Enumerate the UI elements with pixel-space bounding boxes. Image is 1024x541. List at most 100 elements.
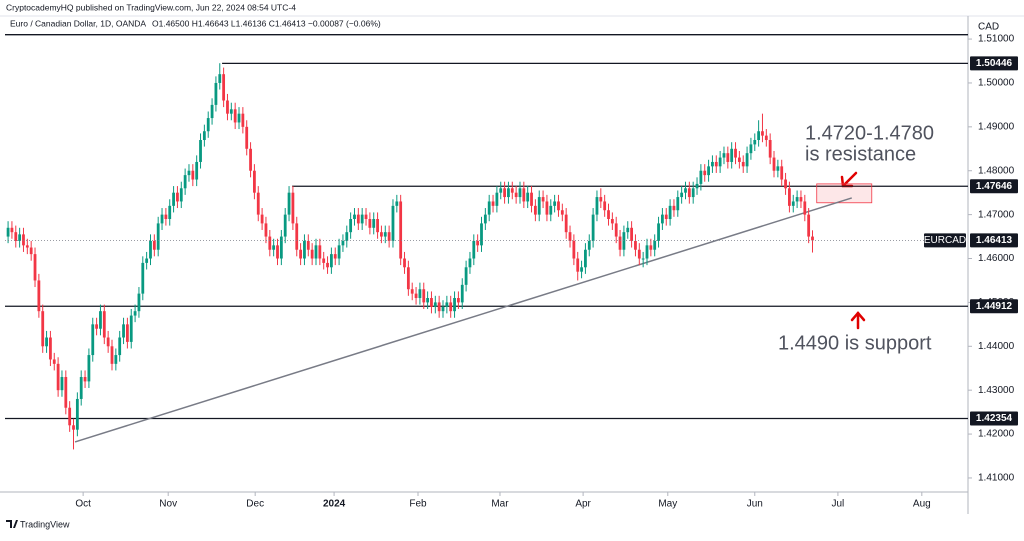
candle-body xyxy=(376,219,379,233)
x-tick-label: Apr xyxy=(575,499,591,510)
candle-body xyxy=(410,289,414,294)
candle-body xyxy=(322,258,326,263)
candle-body xyxy=(37,280,41,312)
candle-body xyxy=(349,219,353,233)
candle-body xyxy=(387,232,391,241)
candle-body xyxy=(788,188,791,206)
candle-body xyxy=(72,425,75,430)
candle-body xyxy=(730,148,734,162)
candle-body xyxy=(514,192,518,198)
candle-body xyxy=(545,201,549,215)
candle-body xyxy=(703,170,707,176)
candle-body xyxy=(799,197,803,202)
footer: TradingView xyxy=(20,519,70,529)
candle-body xyxy=(25,245,29,248)
candle-body xyxy=(711,161,714,167)
candle-body xyxy=(630,227,634,241)
candle-body xyxy=(141,262,145,294)
footer-logo: TradingView xyxy=(6,519,70,529)
candle-body xyxy=(345,232,349,241)
candle-body xyxy=(68,407,72,426)
last-price-box xyxy=(970,233,1018,248)
y-tick-label: 1.48000 xyxy=(978,165,1015,176)
candle-body xyxy=(276,245,279,259)
candle-body xyxy=(776,166,780,171)
x-tick-label: 2024 xyxy=(323,499,346,510)
candle-body xyxy=(229,109,233,114)
candle-body xyxy=(6,227,10,237)
candle-body xyxy=(537,197,541,215)
candle-body xyxy=(549,205,553,215)
level-label-box xyxy=(970,299,1018,314)
candle-body xyxy=(430,298,433,307)
candle-body xyxy=(137,293,141,312)
candle-body xyxy=(645,245,649,259)
candle-body xyxy=(222,74,226,101)
candle-body xyxy=(206,118,210,132)
y-tick-label: 1.44000 xyxy=(978,341,1015,352)
candle-body xyxy=(226,100,229,114)
candle-body xyxy=(533,205,537,215)
candle-body xyxy=(587,240,591,250)
candle-body xyxy=(202,131,206,141)
candle-body xyxy=(568,232,572,241)
candle-body xyxy=(660,214,664,224)
candle-body xyxy=(626,227,630,233)
candle-body xyxy=(395,201,399,206)
candle-body xyxy=(714,161,718,167)
candle-body xyxy=(291,192,295,224)
candle-body xyxy=(418,289,422,299)
candle-body xyxy=(757,131,761,141)
ohlc-text: O1.46500 H1.46643 L1.46136 C1.46413 −0.0… xyxy=(152,18,381,28)
candle-body xyxy=(64,377,68,408)
x-tick-label: Oct xyxy=(75,499,91,510)
annotation: 1.4720-1.4780 xyxy=(805,122,934,144)
candle-body xyxy=(156,223,160,250)
candle-body xyxy=(326,262,329,268)
y-tick-label: 1.51000 xyxy=(978,34,1015,45)
candle-body xyxy=(603,201,607,211)
candle-body xyxy=(399,201,403,259)
candle-body xyxy=(584,249,587,268)
symbol-label-box xyxy=(924,233,966,248)
candle-body xyxy=(453,298,456,312)
x-tick-label: Mar xyxy=(491,499,509,510)
candle-body xyxy=(772,157,776,171)
level-label: 1.50446 xyxy=(976,58,1013,69)
resistance-zone xyxy=(816,183,873,204)
candle-body xyxy=(356,214,360,224)
candle-body xyxy=(449,302,453,312)
candle-body xyxy=(95,324,99,329)
candle-body xyxy=(160,214,164,224)
candle-body xyxy=(383,232,387,237)
candle-body xyxy=(364,214,368,220)
candle-body xyxy=(707,166,710,176)
candle-body xyxy=(333,254,337,259)
y-tick-label: 1.41000 xyxy=(978,473,1015,484)
candle-body xyxy=(672,205,676,211)
candle-body xyxy=(510,188,514,193)
candle-body xyxy=(803,201,807,215)
candle-body xyxy=(610,219,614,224)
candle-body xyxy=(249,148,252,171)
x-tick-label: Feb xyxy=(409,499,427,510)
candle-body xyxy=(60,377,64,391)
candle-body xyxy=(472,240,476,259)
candle-body xyxy=(530,192,533,206)
candle-body xyxy=(145,258,149,263)
candle-body xyxy=(657,223,660,241)
candle-body xyxy=(433,302,437,307)
candle-body xyxy=(341,240,345,246)
candle-body xyxy=(622,232,626,250)
candle-body xyxy=(187,170,191,176)
candle-body xyxy=(172,192,175,206)
trendline xyxy=(74,197,852,443)
candle-body xyxy=(649,245,653,250)
symbol-label: EURCAD xyxy=(924,235,966,246)
candle-body xyxy=(764,135,768,141)
candle-body xyxy=(129,315,133,342)
candle-body xyxy=(784,179,787,189)
candle-body xyxy=(491,201,495,206)
candle-body xyxy=(483,214,487,224)
